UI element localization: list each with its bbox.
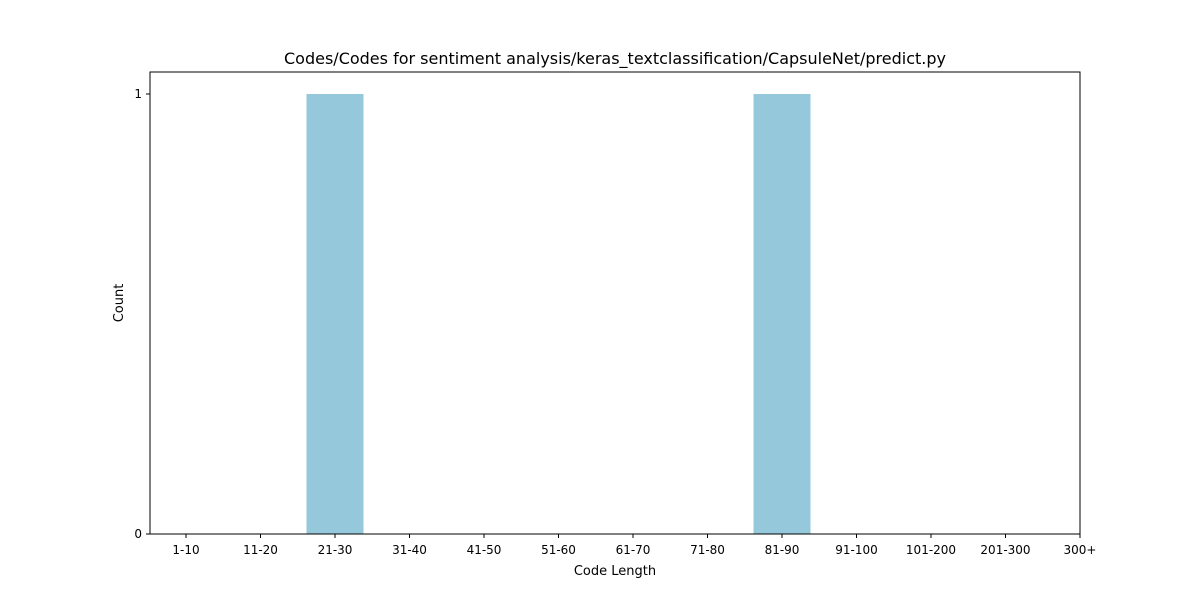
x-tick-label: 21-30 <box>318 543 353 557</box>
x-tick-label: 101-200 <box>906 543 956 557</box>
y-tick-label: 1 <box>134 87 142 101</box>
x-tick-label: 91-100 <box>835 543 878 557</box>
bar-81-90 <box>753 94 811 534</box>
x-axis-label: Code Length <box>574 564 656 579</box>
chart-title: Codes/Codes for sentiment analysis/keras… <box>284 49 946 69</box>
y-tick-label: 0 <box>134 527 142 541</box>
y-axis-label: Count <box>112 284 127 323</box>
x-tick-label: 71-80 <box>690 543 725 557</box>
plot-frame <box>149 71 1081 535</box>
x-tick-label: 1-10 <box>172 543 199 557</box>
x-tick-label: 81-90 <box>765 543 800 557</box>
x-axis-ticks: 1-10 11-20 21-30 31-40 41-50 51-60 61-70 71-80 8… <box>172 534 1096 557</box>
x-tick-label: 61-70 <box>616 543 651 557</box>
x-tick-label: 300+ <box>1064 543 1097 557</box>
x-tick-label: 41-50 <box>467 543 502 557</box>
x-tick-label: 201-300 <box>980 543 1030 557</box>
x-tick-label: 51-60 <box>541 543 576 557</box>
bars-group <box>306 94 811 534</box>
x-tick-label: 11-20 <box>243 543 278 557</box>
bar-21-30 <box>306 94 364 534</box>
y-axis-ticks: 01 <box>134 87 150 541</box>
x-tick-label: 31-40 <box>392 543 427 557</box>
